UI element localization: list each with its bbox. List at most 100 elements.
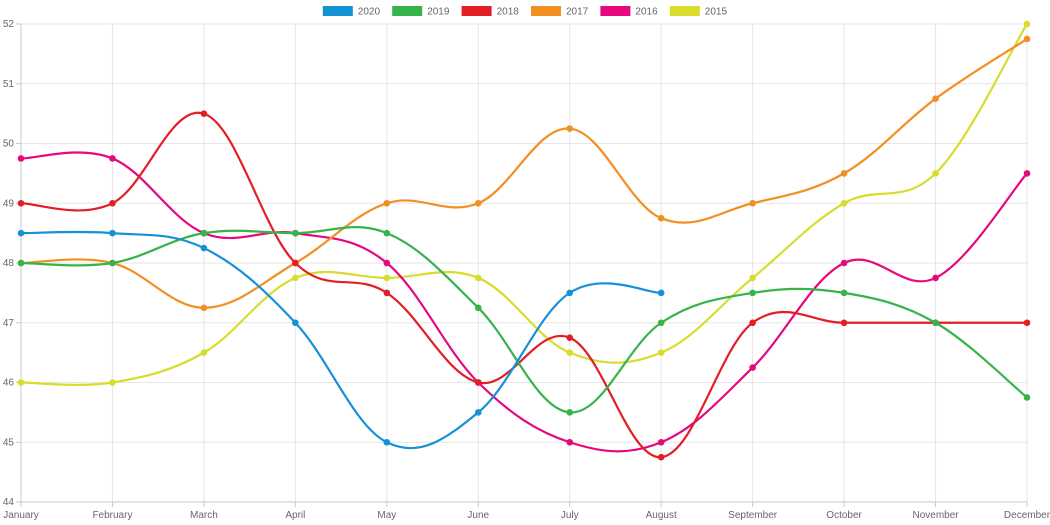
- series-line-2017: [19, 37, 1029, 309]
- legend-item-2017[interactable]: 2017: [531, 6, 589, 18]
- data-point-2016[interactable]: [657, 438, 665, 446]
- x-tick-label: March: [190, 510, 218, 521]
- y-tick-label: 49: [3, 198, 15, 209]
- legend-item-2015[interactable]: 2015: [669, 6, 728, 18]
- legend-label: 2020: [358, 7, 381, 18]
- y-tick-label: 48: [3, 258, 15, 269]
- data-point-2015[interactable]: [840, 199, 848, 207]
- data-point-2015[interactable]: [474, 274, 482, 282]
- data-point-2019[interactable]: [1023, 394, 1031, 401]
- series-line-2016: [19, 151, 1029, 453]
- series-2015: [17, 20, 1031, 386]
- x-tick-label: July: [561, 510, 579, 521]
- data-point-2018[interactable]: [292, 259, 299, 267]
- data-point-2016[interactable]: [749, 364, 756, 371]
- legend-label: 2016: [635, 7, 658, 18]
- data-point-2016[interactable]: [840, 259, 848, 267]
- data-point-2018[interactable]: [200, 110, 208, 117]
- series-2016: [17, 151, 1031, 453]
- data-point-2017[interactable]: [657, 214, 665, 222]
- data-point-2018[interactable]: [109, 199, 116, 207]
- data-point-2018[interactable]: [474, 379, 482, 386]
- data-point-2016[interactable]: [932, 274, 939, 282]
- x-tick-label: April: [285, 510, 305, 521]
- series-line-2018: [19, 111, 1029, 459]
- data-point-2015[interactable]: [200, 349, 208, 356]
- x-tick-label: June: [467, 510, 489, 521]
- data-point-2019[interactable]: [932, 319, 939, 327]
- data-point-2017[interactable]: [840, 170, 848, 177]
- legend-label: 2017: [566, 7, 589, 18]
- series-2019: [17, 226, 1031, 416]
- data-point-2016[interactable]: [109, 155, 116, 162]
- data-point-2016[interactable]: [383, 259, 391, 267]
- data-point-2018[interactable]: [657, 453, 665, 461]
- data-point-2017[interactable]: [383, 199, 391, 207]
- data-point-2018[interactable]: [383, 289, 391, 297]
- x-tick-label: January: [3, 510, 39, 521]
- data-point-2017[interactable]: [566, 125, 574, 132]
- data-point-2018[interactable]: [1023, 319, 1031, 327]
- data-point-2015[interactable]: [109, 379, 116, 386]
- data-point-2018[interactable]: [749, 319, 756, 327]
- data-point-2015[interactable]: [17, 379, 25, 386]
- data-point-2015[interactable]: [566, 349, 574, 356]
- series-2018: [17, 110, 1031, 461]
- series-2020: [17, 229, 665, 450]
- legend-item-2020[interactable]: 2020: [322, 6, 381, 18]
- y-tick-label: 45: [3, 437, 15, 448]
- legend-swatch: [669, 6, 700, 16]
- legend-swatch: [531, 6, 561, 16]
- data-point-2019[interactable]: [200, 229, 208, 237]
- x-tick-label: February: [92, 510, 132, 521]
- data-point-2019[interactable]: [109, 259, 116, 267]
- data-point-2019[interactable]: [474, 304, 482, 312]
- data-point-2015[interactable]: [1023, 20, 1031, 28]
- axes: 44 45 46 47 48 49 50 51 52 January February March Ap…: [3, 19, 1050, 521]
- data-point-2016[interactable]: [17, 155, 25, 162]
- x-tick-label: December: [1004, 510, 1050, 521]
- data-point-2020[interactable]: [292, 319, 299, 327]
- data-point-2019[interactable]: [17, 259, 25, 267]
- data-point-2017[interactable]: [749, 199, 756, 207]
- data-point-2019[interactable]: [292, 229, 299, 237]
- data-point-2017[interactable]: [200, 304, 208, 312]
- x-tick-label: October: [826, 510, 862, 521]
- legend-label: 2019: [427, 7, 450, 18]
- legend[interactable]: 2020 2019 2018 2017 2016 2015: [322, 6, 728, 18]
- data-point-2020[interactable]: [109, 229, 116, 237]
- y-tick-label: 47: [3, 318, 15, 329]
- data-point-2018[interactable]: [566, 334, 574, 341]
- y-tick-label: 50: [3, 139, 15, 150]
- legend-item-2018[interactable]: 2018: [461, 6, 520, 18]
- data-point-2017[interactable]: [1023, 35, 1031, 43]
- data-point-2018[interactable]: [17, 199, 25, 207]
- data-point-2020[interactable]: [200, 244, 208, 252]
- data-point-2015[interactable]: [657, 349, 665, 356]
- data-point-2015[interactable]: [383, 274, 391, 282]
- legend-swatch: [600, 6, 631, 16]
- data-point-2019[interactable]: [749, 289, 756, 297]
- data-point-2016[interactable]: [1023, 170, 1031, 177]
- data-point-2020[interactable]: [566, 289, 574, 297]
- data-point-2017[interactable]: [474, 199, 482, 207]
- data-point-2020[interactable]: [17, 229, 25, 237]
- data-point-2019[interactable]: [840, 289, 848, 297]
- data-point-2020[interactable]: [383, 438, 391, 446]
- legend-item-2019[interactable]: 2019: [392, 6, 450, 18]
- data-point-2019[interactable]: [566, 409, 574, 416]
- data-point-2015[interactable]: [932, 170, 939, 177]
- data-point-2018[interactable]: [840, 319, 848, 327]
- data-point-2017[interactable]: [932, 95, 939, 102]
- data-point-2015[interactable]: [749, 274, 756, 282]
- data-point-2020[interactable]: [474, 409, 482, 416]
- data-point-2019[interactable]: [383, 229, 391, 237]
- series-lines: [17, 20, 1031, 461]
- data-point-2019[interactable]: [657, 319, 665, 327]
- data-point-2015[interactable]: [292, 274, 299, 282]
- y-tick-label: 52: [3, 19, 15, 30]
- data-point-2020[interactable]: [657, 289, 665, 297]
- legend-item-2016[interactable]: 2016: [600, 6, 658, 18]
- data-point-2016[interactable]: [566, 438, 574, 446]
